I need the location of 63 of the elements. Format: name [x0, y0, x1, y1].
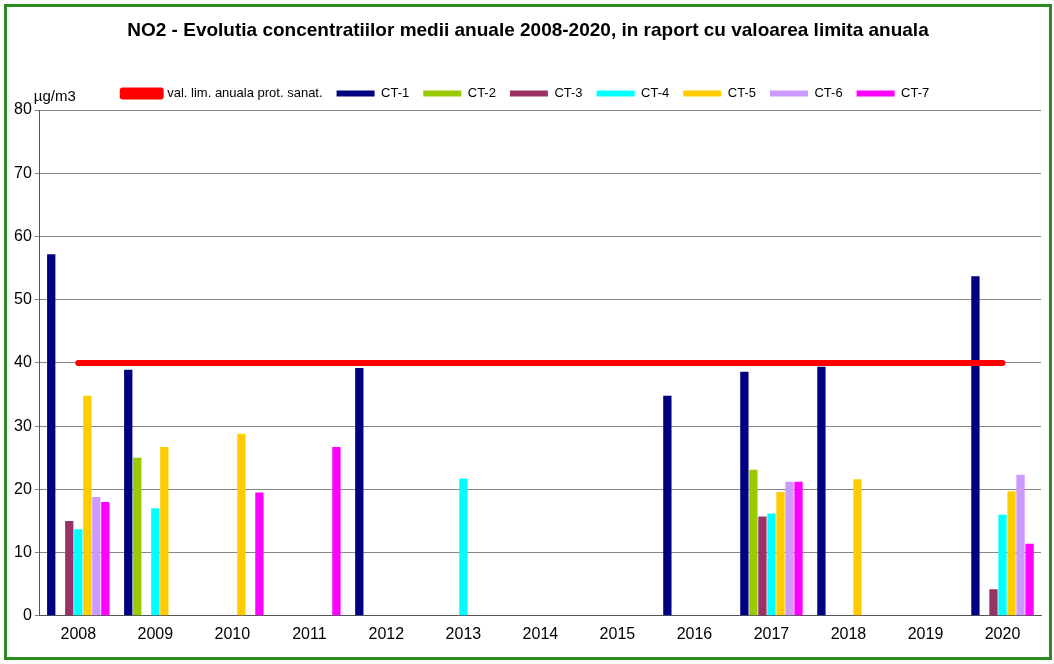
x-tick-label: 2009: [137, 624, 174, 642]
y-tick-label: 60: [14, 226, 32, 244]
bar: [133, 457, 142, 616]
bar: [767, 513, 776, 616]
bar: [1007, 491, 1016, 616]
x-tick-label: 2012: [368, 624, 405, 642]
bar: [776, 491, 785, 616]
bar: [794, 481, 803, 616]
bar: [817, 366, 826, 616]
x-tick-label: 2019: [907, 624, 944, 642]
bar: [1025, 543, 1034, 616]
y-tick-label: 40: [14, 353, 32, 371]
bar: [663, 395, 672, 616]
x-tick-label: 2011: [292, 624, 327, 642]
x-tick-label: 2018: [830, 624, 867, 642]
bar: [160, 446, 169, 616]
bar: [459, 478, 468, 616]
bar: [101, 502, 110, 616]
bar: [74, 529, 83, 616]
bar: [47, 254, 56, 616]
x-tick-label: 2015: [599, 624, 636, 642]
bar: [65, 520, 74, 616]
bar: [758, 516, 767, 616]
bar: [255, 492, 264, 616]
bar: [740, 371, 749, 616]
bar: [785, 481, 794, 616]
legend-label: CT-5: [727, 85, 756, 101]
bar: [853, 479, 862, 616]
x-tick-label: 2020: [984, 624, 1021, 642]
bar: [237, 433, 246, 616]
bar: [749, 469, 758, 616]
y-tick-label: 20: [14, 479, 32, 497]
y-axis-title: µg/m3: [33, 86, 76, 104]
legend-label: CT-6: [814, 85, 843, 101]
legend-label: val. lim. anuala prot. sanat.: [167, 85, 323, 101]
y-tick-label: 0: [22, 606, 32, 624]
bar: [971, 276, 980, 616]
bar: [151, 508, 160, 616]
y-tick-label: 30: [14, 416, 32, 434]
legend-label: CT-3: [554, 85, 583, 101]
bar: [83, 395, 92, 616]
legend-label: CT-2: [467, 85, 496, 101]
bar: [124, 369, 133, 616]
bar: [332, 446, 341, 616]
x-tick-label: 2013: [445, 624, 482, 642]
bar: [355, 367, 364, 616]
x-tick-label: 2016: [676, 624, 713, 642]
legend-label: CT-4: [641, 85, 670, 101]
y-tick-label: 80: [14, 100, 32, 118]
x-tick-label: 2014: [522, 624, 559, 642]
bar: [1016, 474, 1025, 616]
bar: [92, 496, 101, 616]
y-tick-label: 10: [14, 542, 32, 560]
legend-label: CT-1: [381, 85, 410, 101]
legend-label: CT-7: [901, 85, 930, 101]
bar: [998, 514, 1007, 616]
x-tick-label: 2017: [753, 624, 790, 642]
chart-title: NO2 - Evolutia concentratiilor medii anuale 2008-2020, in raport cu valoarea limita anuala: [126, 19, 930, 41]
x-tick-label: 2010: [214, 624, 251, 642]
y-tick-label: 50: [14, 290, 32, 308]
bar: [989, 589, 998, 616]
y-tick-label: 70: [14, 163, 32, 181]
x-tick-label: 2008: [60, 624, 97, 642]
